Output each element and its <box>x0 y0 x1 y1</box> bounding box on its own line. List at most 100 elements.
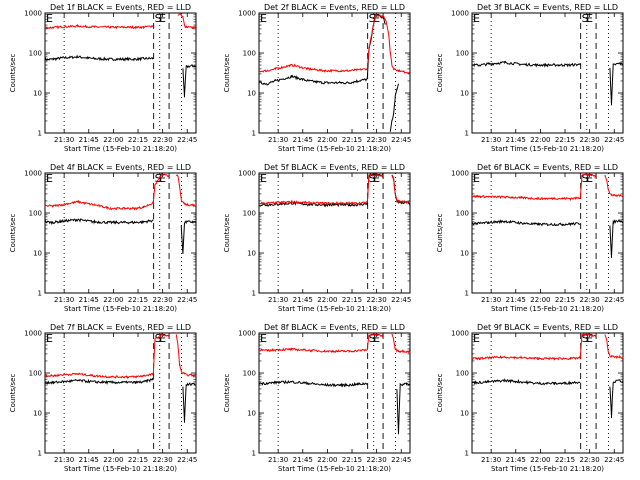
marker-e-label: E <box>586 332 593 345</box>
x-tick-label: 22:45 <box>604 296 624 304</box>
x-tick-label: 21:45 <box>79 136 99 144</box>
y-axis-label: Counts/sec <box>436 214 444 253</box>
x-axis-label: Start Time (15-Feb-10 21:18:20) <box>278 145 391 153</box>
panel-2: Det 2f BLACK = Events, RED = LLD 1 10 100 10… <box>223 3 411 153</box>
x-tick-label: 22:45 <box>177 136 197 144</box>
series-line-events <box>44 218 197 255</box>
y-tick-label: 10 <box>460 410 469 418</box>
y-axis-label: Counts/sec <box>223 374 231 413</box>
x-tick-label: 22:30 <box>367 456 387 464</box>
y-tick-label: 10 <box>460 90 469 98</box>
marker-e-label: E <box>373 332 380 345</box>
y-tick-label: 1 <box>465 290 469 298</box>
x-axis-label: Start Time (15-Feb-10 21:18:20) <box>64 465 177 473</box>
x-tick-label: 22:45 <box>604 456 624 464</box>
marker-e-label: E <box>473 172 480 185</box>
panel-title: Det 7f BLACK = Events, RED = LLD <box>50 323 191 332</box>
y-tick-label: 1 <box>252 290 256 298</box>
series-line-lld <box>44 333 197 380</box>
marker-e-label: E <box>260 12 267 25</box>
panel-5: Det 5f BLACK = Events, RED = LLD 1 10 100 10… <box>223 163 411 313</box>
y-tick-label: 10 <box>33 90 42 98</box>
marker-e-label: E <box>46 332 53 345</box>
x-tick-label: 21:30 <box>268 136 288 144</box>
x-axis-label: Start Time (15-Feb-10 21:18:20) <box>64 305 177 313</box>
x-tick-label: 22:00 <box>530 296 550 304</box>
panel-6: Det 6f BLACK = Events, RED = LLD 1 10 100 10… <box>436 163 624 313</box>
series-line-events <box>258 172 411 208</box>
x-tick-label: 22:00 <box>103 136 123 144</box>
series-line-events <box>258 13 399 132</box>
y-axis-label: Counts/sec <box>436 374 444 413</box>
marker-s-label: S <box>369 12 376 25</box>
x-tick-label: 22:00 <box>103 296 123 304</box>
y-axis-label: Counts/sec <box>223 214 231 253</box>
x-tick-label: 21:45 <box>506 136 526 144</box>
y-tick-label: 1 <box>465 130 469 138</box>
x-tick-label: 22:15 <box>342 136 362 144</box>
x-tick-label: 22:15 <box>555 136 575 144</box>
y-axis-label: Counts/sec <box>9 54 17 93</box>
x-tick-label: 21:30 <box>481 456 501 464</box>
y-tick-label: 1 <box>465 450 469 458</box>
series-line-lld <box>44 13 196 30</box>
x-tick-label: 22:30 <box>580 456 600 464</box>
series-line-events <box>471 378 624 419</box>
x-tick-label: 21:45 <box>506 456 526 464</box>
x-tick-label: 22:45 <box>604 136 624 144</box>
y-tick-label: 1000 <box>24 330 42 338</box>
marker-e-label: E <box>159 172 166 185</box>
y-tick-label: 1000 <box>238 170 256 178</box>
x-tick-label: 22:00 <box>317 296 337 304</box>
panel-8: Det 8f BLACK = Events, RED = LLD 1 10 100 10… <box>223 323 411 473</box>
marker-e-label: E <box>373 12 380 25</box>
x-tick-label: 21:30 <box>481 136 501 144</box>
x-tick-label: 21:30 <box>268 456 288 464</box>
x-tick-label: 21:45 <box>293 296 313 304</box>
panel-title: Det 8f BLACK = Events, RED = LLD <box>264 323 405 332</box>
panel-3: Det 3f BLACK = Events, RED = LLD 1 10 100 10… <box>436 3 624 153</box>
series-line-lld <box>44 172 197 211</box>
x-axis-label: Start Time (15-Feb-10 21:18:20) <box>278 465 391 473</box>
x-axis-label: Start Time (15-Feb-10 21:18:20) <box>278 305 391 313</box>
x-tick-label: 22:30 <box>367 136 387 144</box>
plot-frame <box>471 332 624 454</box>
y-tick-label: 1 <box>252 130 256 138</box>
marker-e-label: E <box>586 172 593 185</box>
y-tick-label: 1 <box>38 450 42 458</box>
x-axis-label: Start Time (15-Feb-10 21:18:20) <box>491 305 604 313</box>
y-tick-label: 1 <box>252 450 256 458</box>
series-line-events <box>471 60 624 106</box>
plot-frame <box>258 172 411 294</box>
y-tick-label: 1000 <box>451 10 469 18</box>
x-tick-label: 21:30 <box>54 136 74 144</box>
marker-e-label: E <box>260 172 267 185</box>
plot-frame <box>44 332 197 454</box>
x-tick-label: 22:30 <box>367 296 387 304</box>
x-tick-label: 22:45 <box>391 136 411 144</box>
x-tick-label: 21:30 <box>54 296 74 304</box>
marker-s-label: S <box>582 332 589 345</box>
x-tick-label: 22:15 <box>342 456 362 464</box>
y-tick-label: 100 <box>456 50 469 58</box>
y-tick-label: 100 <box>29 210 42 218</box>
panel-title: Det 9f BLACK = Events, RED = LLD <box>477 323 618 332</box>
y-tick-label: 100 <box>243 370 256 378</box>
panel-title: Det 3f BLACK = Events, RED = LLD <box>477 3 618 12</box>
panel-title: Det 2f BLACK = Events, RED = LLD <box>264 3 405 12</box>
panel-title: Det 6f BLACK = Events, RED = LLD <box>477 163 618 172</box>
y-tick-label: 1000 <box>238 10 256 18</box>
x-tick-label: 22:00 <box>103 456 123 464</box>
series-line-events <box>258 379 411 435</box>
x-tick-label: 22:45 <box>177 296 197 304</box>
y-tick-label: 100 <box>29 50 42 58</box>
y-tick-label: 100 <box>243 210 256 218</box>
y-tick-label: 1000 <box>24 170 42 178</box>
x-tick-label: 22:30 <box>580 296 600 304</box>
series-line-lld <box>258 332 411 354</box>
y-tick-label: 10 <box>33 250 42 258</box>
y-tick-label: 10 <box>460 250 469 258</box>
x-tick-label: 21:45 <box>293 456 313 464</box>
y-axis-label: Counts/sec <box>9 374 17 413</box>
